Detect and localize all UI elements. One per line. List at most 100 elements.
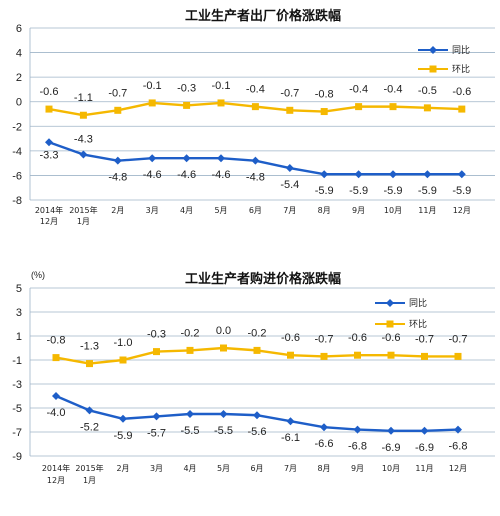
chart1-yoy-point <box>389 170 397 179</box>
chart2-unit-label: (%) <box>31 270 45 280</box>
chart2-y-tick-label: -9 <box>12 451 22 463</box>
chart2-legend-label-mom: 环比 <box>409 318 427 330</box>
chart2-y-tick-label: -7 <box>12 427 22 439</box>
chart2-mom-point <box>186 346 194 354</box>
chart2-x-tick-label: 6月 <box>250 464 263 473</box>
chart2-yoy-point <box>387 426 395 435</box>
chart2-yoy-point <box>152 412 161 421</box>
chart2-yoy-data-label: -6.9 <box>415 442 434 454</box>
chart2-x-tick-label: 2014年 <box>42 463 70 473</box>
chart1-y-tick-label: -4 <box>12 146 22 158</box>
chart2-yoy-point <box>320 423 328 432</box>
chart2-yoy-data-label: -6.1 <box>281 432 300 444</box>
chart2-yoy-point <box>420 426 429 435</box>
chart2-mom-point <box>253 346 261 354</box>
chart1-y-tick-label: 2 <box>16 72 22 84</box>
chart1-x-tick-label: 2014年 <box>35 205 63 215</box>
chart1-mom-point <box>355 103 363 111</box>
chart2-mom-point <box>421 352 428 360</box>
chart1-mom-data-label: -0.4 <box>349 84 368 96</box>
chart2-mom-data-label: -0.7 <box>315 333 334 345</box>
chart1-yoy-data-label: -5.9 <box>315 185 334 197</box>
chart1-yoy-point <box>354 170 363 179</box>
chart1-yoy-data-label: -5.9 <box>418 185 437 197</box>
chart1-yoy-point <box>457 170 466 179</box>
chart1-mom-point <box>183 101 191 109</box>
chart2-yoy-data-label: -5.5 <box>181 425 200 437</box>
chart1-mom-data-label: -0.8 <box>315 89 334 101</box>
chart2-y-tick-label: -3 <box>12 379 22 391</box>
chart2-x-tick-label: 12月 <box>47 476 65 485</box>
chart2-x-tick-label: 11月 <box>415 464 433 473</box>
chart1-x-tick-label: 9月 <box>352 206 365 215</box>
chart2-mom-point <box>86 360 93 368</box>
chart1-x-tick-label: 1月 <box>77 217 90 226</box>
chart2-yoy-data-label: -5.6 <box>248 426 267 438</box>
chart2-mom-data-label: -0.2 <box>181 327 200 339</box>
chart2-yoy-point <box>52 392 60 400</box>
chart2-yoy-data-label: -5.2 <box>80 421 99 433</box>
chart1-x-tick-label: 12月 <box>453 206 471 215</box>
chart1-mom-point <box>79 111 87 119</box>
chart1-x-tick-label: 4月 <box>180 206 193 215</box>
chart2-x-tick-label: 1月 <box>83 476 96 485</box>
chart1-yoy-data-label: -4.8 <box>108 172 127 184</box>
chart1-mom-point <box>458 105 466 113</box>
chart1-yoy-data-label: -5.9 <box>349 185 368 197</box>
chart1-x-tick-label: 8月 <box>318 206 331 215</box>
chart2-mom-point <box>454 352 462 360</box>
chart1-yoy-data-label: -5.4 <box>280 179 299 191</box>
chart1-mom-data-label: -0.1 <box>143 80 162 92</box>
chart2-y-tick-label: 3 <box>16 307 22 319</box>
chart1-y-tick-label: -2 <box>12 121 22 133</box>
chart2-legend-marker-yoy <box>386 299 394 307</box>
chart1-x-tick-label: 10月 <box>384 206 402 215</box>
chart2-mom-point <box>387 351 395 359</box>
chart1-yoy-data-label: -4.8 <box>246 172 265 184</box>
chart2-yoy-data-label: -4.0 <box>47 407 66 419</box>
chart1-mom-data-label: -0.4 <box>384 84 403 96</box>
chart2-x-tick-label: 10月 <box>382 464 400 473</box>
chart2-mom-data-label: -0.7 <box>415 333 434 345</box>
chart1-yoy-point <box>320 170 329 179</box>
chart1-mom-data-label: -0.5 <box>418 85 437 97</box>
chart1-mom-point <box>389 103 397 111</box>
chart2-legend-marker-mom <box>386 320 394 328</box>
chart1-yoy-point <box>251 156 260 165</box>
chart2-x-tick-label: 7月 <box>284 464 297 473</box>
chart1-yoy-point <box>423 170 432 179</box>
chart2-yoy-point <box>119 414 127 423</box>
chart2-x-tick-label: 9月 <box>351 464 364 473</box>
chart2-yoy-data-label: -5.5 <box>214 425 233 437</box>
chart1-yoy-data-label: -4.6 <box>143 169 162 181</box>
chart1-x-tick-label: 12月 <box>40 217 58 226</box>
chart2-yoy-point <box>219 410 228 418</box>
chart1-yoy-point <box>79 150 88 159</box>
chart2-yoy-point <box>85 406 94 415</box>
chart2-mom-data-label: -0.6 <box>382 332 401 344</box>
chart1-x-tick-label: 7月 <box>283 206 296 215</box>
chart2-yoy-point <box>353 425 362 434</box>
chart2-x-tick-label: 8月 <box>317 464 330 473</box>
chart1-mom-point <box>148 99 156 107</box>
chart2-mom-data-label: -0.6 <box>281 332 300 344</box>
chart1-legend-marker-yoy <box>429 46 437 54</box>
chart2-mom-point <box>119 356 127 364</box>
chart1-mom-point <box>320 108 328 116</box>
chart2-yoy-data-label: -6.9 <box>382 442 401 454</box>
chart1-yoy-data-label: -5.9 <box>384 185 403 197</box>
chart2-y-tick-label: -5 <box>12 403 22 415</box>
chart2-yoy-data-label: -6.8 <box>449 441 468 453</box>
chart1-x-tick-label: 11月 <box>418 206 436 215</box>
chart2-mom-point <box>354 351 361 359</box>
chart1-x-tick-label: 2015年 <box>69 205 97 215</box>
chart1-mom-data-label: -0.7 <box>280 87 299 99</box>
chart2-mom-data-label: -0.3 <box>147 329 166 341</box>
chart2-mom-data-label: -0.2 <box>248 327 267 339</box>
chart1-mom-data-label: -0.3 <box>177 82 196 94</box>
chart1-mom-point <box>251 103 259 111</box>
chart1-yoy-point <box>148 154 157 163</box>
chart2-x-tick-label: 12月 <box>449 464 467 473</box>
